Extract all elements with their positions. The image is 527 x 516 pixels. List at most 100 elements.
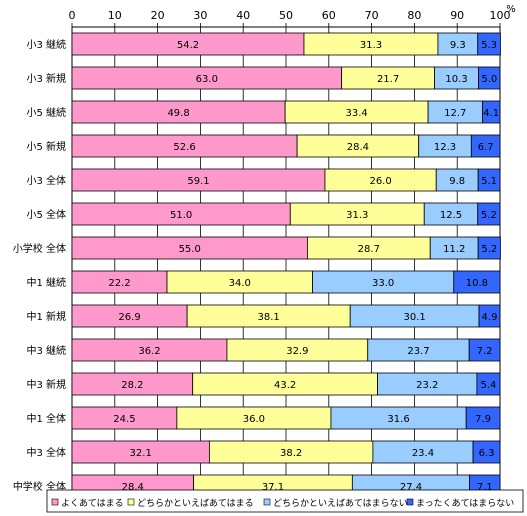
bar-segment [482, 100, 501, 124]
category-label: 小5 新規 [26, 140, 66, 153]
data-label: 32.1 [130, 448, 152, 459]
data-label: 10.8 [466, 278, 488, 289]
bar-segment [476, 372, 501, 396]
data-label: 37.1 [262, 482, 284, 493]
data-label: 33.4 [345, 108, 367, 119]
data-label: 11.2 [443, 244, 465, 255]
data-label: 21.7 [377, 74, 399, 85]
x-axis-ticks: 0 10 20 30 40 50 60 70 80 90 100 [69, 9, 511, 27]
data-label: 33.0 [372, 278, 394, 289]
data-label: 31.6 [387, 414, 409, 425]
bar-segment [477, 202, 501, 226]
data-label: 28.2 [121, 380, 143, 391]
data-label: 12.3 [434, 142, 456, 153]
category-label: 小5 継続 [26, 106, 66, 119]
data-label: 6.3 [479, 448, 495, 459]
data-label: 27.4 [400, 482, 422, 493]
data-label: 52.6 [173, 142, 195, 153]
x-tick-label: 40 [236, 9, 250, 22]
x-tick-label: 90 [450, 9, 464, 22]
data-label: 12.5 [440, 210, 462, 221]
data-label: 12.7 [444, 108, 466, 119]
data-label: 28.4 [122, 482, 144, 493]
data-label: 26.0 [369, 176, 391, 187]
bar-segment [477, 32, 501, 56]
legend-label: よくあてはまる [61, 498, 124, 509]
category-label: 中3 継続 [26, 344, 66, 357]
category-label: 中3 新規 [26, 378, 66, 391]
legend-swatch [263, 498, 271, 506]
data-label: 32.9 [286, 346, 308, 357]
bars: 54.2 31.3 9.3 5.3 63.0 21.7 10.3 5.0 49.8 33.4 12.… [71, 32, 501, 498]
x-tick-label: 100 [490, 9, 511, 22]
legend: よくあてはまる どちらかといえばあてはまる どちらかといえばあてはまらない まったくあ… [46, 489, 524, 513]
data-label: 23.4 [412, 448, 434, 459]
x-tick-label: 60 [322, 9, 336, 22]
data-label: 4.1 [483, 108, 499, 119]
data-label: 7.1 [477, 482, 493, 493]
legend-swatch [127, 498, 135, 506]
data-label: 38.2 [280, 448, 302, 459]
data-label: 5.3 [481, 40, 497, 51]
data-label: 55.0 [179, 244, 201, 255]
legend-label: どちらかといえばあてはまらない [273, 498, 408, 509]
bar-segment [477, 236, 501, 260]
category-label: 小3 全体 [26, 174, 66, 187]
data-label: 24.5 [113, 414, 135, 425]
data-label: 7.9 [475, 414, 491, 425]
x-tick-label: 30 [193, 9, 207, 22]
category-label: 小3 継続 [26, 38, 66, 51]
data-label: 36.2 [138, 346, 160, 357]
data-label: 28.4 [347, 142, 369, 153]
x-tick-label: 80 [407, 9, 421, 22]
x-tick-label: 10 [108, 9, 122, 22]
data-label: 9.3 [450, 40, 466, 51]
category-label: 中1 新規 [26, 310, 66, 323]
data-label: 10.3 [445, 74, 467, 85]
bar-segment [472, 440, 501, 464]
data-label: 43.2 [274, 380, 296, 391]
data-label: 63.0 [196, 74, 218, 85]
legend-swatch [406, 498, 414, 506]
data-label: 38.1 [258, 312, 280, 323]
bar-segment [453, 270, 501, 294]
x-tick-label: 70 [365, 9, 379, 22]
data-label: 51.0 [170, 210, 192, 221]
unit-label: % [506, 4, 516, 15]
data-label: 28.7 [358, 244, 380, 255]
bar-segment [478, 66, 501, 90]
data-label: 5.2 [481, 210, 497, 221]
data-label: 4.9 [482, 312, 498, 323]
data-label: 59.1 [187, 176, 209, 187]
legend-swatch [51, 498, 59, 506]
data-label: 9.8 [449, 176, 465, 187]
legend-label: まったくあてはまらない [416, 498, 514, 509]
data-label: 23.2 [416, 380, 438, 391]
data-label: 7.2 [477, 346, 493, 357]
x-tick-label: 0 [69, 9, 76, 22]
bar-segment [468, 338, 501, 362]
data-label: 30.1 [403, 312, 425, 323]
data-label: 5.1 [481, 176, 497, 187]
bar-segment [470, 134, 501, 158]
data-label: 31.3 [346, 210, 368, 221]
data-label: 5.4 [480, 380, 496, 391]
legend-box [46, 489, 524, 513]
x-tick-label: 50 [279, 9, 293, 22]
data-label: 31.3 [360, 40, 382, 51]
data-label: 54.2 [177, 40, 199, 51]
data-label: 34.0 [229, 278, 251, 289]
category-label: 中1 全体 [26, 412, 66, 425]
legend-label: どちらかといえばあてはまる [137, 498, 254, 509]
category-label: 小学校 全体 [13, 242, 66, 255]
data-label: 26.9 [118, 312, 140, 323]
x-tick-label: 20 [151, 9, 165, 22]
data-label: 5.0 [481, 74, 497, 85]
category-label: 小5 全体 [26, 208, 66, 221]
data-label: 22.2 [108, 278, 130, 289]
data-label: 23.7 [407, 346, 429, 357]
data-label: 6.7 [478, 142, 494, 153]
bar-segment [465, 406, 501, 430]
